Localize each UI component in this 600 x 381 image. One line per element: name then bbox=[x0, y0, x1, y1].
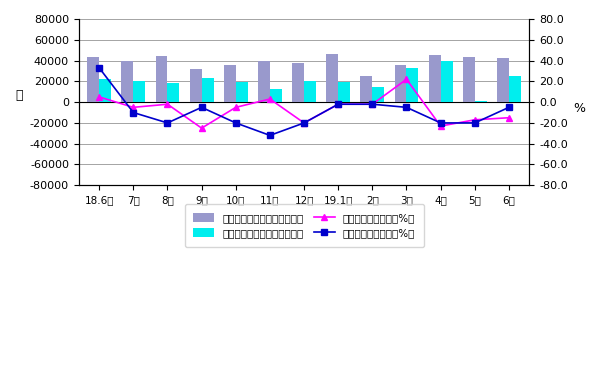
金属切削机床同比（%） bbox=[130, 105, 137, 110]
Bar bbox=[167, 83, 179, 102]
金属成形机床同比（%） bbox=[301, 121, 308, 125]
Y-axis label: 台: 台 bbox=[15, 89, 22, 102]
Bar bbox=[338, 82, 350, 102]
金属切削机床同比（%） bbox=[266, 97, 274, 101]
Bar bbox=[475, 101, 487, 102]
Bar bbox=[361, 76, 373, 102]
Bar bbox=[224, 65, 236, 102]
Bar bbox=[133, 82, 145, 102]
金属切削机床同比（%） bbox=[164, 102, 171, 107]
Bar bbox=[326, 54, 338, 102]
Line: 金属成形机床同比（%）: 金属成形机床同比（%） bbox=[96, 64, 512, 139]
Bar bbox=[202, 78, 214, 102]
Bar bbox=[497, 59, 509, 102]
Bar bbox=[463, 58, 475, 102]
金属切削机床同比（%） bbox=[232, 105, 239, 110]
Bar bbox=[270, 89, 282, 102]
金属切削机床同比（%） bbox=[335, 102, 342, 107]
金属成形机床同比（%） bbox=[95, 66, 103, 70]
金属成形机床同比（%） bbox=[198, 105, 205, 110]
Bar bbox=[406, 68, 418, 102]
Bar bbox=[428, 55, 440, 102]
Bar bbox=[236, 82, 248, 102]
Y-axis label: %: % bbox=[573, 102, 585, 115]
金属切削机床同比（%） bbox=[471, 117, 478, 122]
Bar bbox=[258, 61, 270, 102]
金属成形机床同比（%） bbox=[164, 121, 171, 125]
Bar bbox=[373, 86, 385, 102]
金属成形机床同比（%） bbox=[471, 121, 478, 125]
金属成形机床同比（%） bbox=[403, 105, 410, 110]
金属切削机床同比（%） bbox=[437, 124, 444, 128]
Bar bbox=[87, 58, 99, 102]
Bar bbox=[121, 61, 133, 102]
Bar bbox=[99, 79, 111, 102]
金属成形机床同比（%） bbox=[437, 121, 444, 125]
金属成形机床同比（%） bbox=[232, 121, 239, 125]
Bar bbox=[509, 76, 521, 102]
金属成形机床同比（%） bbox=[505, 105, 512, 110]
金属成形机床同比（%） bbox=[335, 102, 342, 107]
金属切削机床同比（%） bbox=[301, 121, 308, 125]
金属切削机床同比（%） bbox=[505, 115, 512, 120]
金属切削机床同比（%） bbox=[198, 126, 205, 130]
金属成形机床同比（%） bbox=[130, 110, 137, 115]
Bar bbox=[304, 82, 316, 102]
Legend: 金属切削机床月度产量（台）, 金属成形机床月度产量（台）, 金属切削机床同比（%）, 金属成形机床同比（%）: 金属切削机床月度产量（台）, 金属成形机床月度产量（台）, 金属切削机床同比（%… bbox=[185, 204, 424, 247]
Bar bbox=[292, 62, 304, 102]
Bar bbox=[190, 69, 202, 102]
金属切削机床同比（%） bbox=[403, 77, 410, 82]
金属成形机床同比（%） bbox=[266, 133, 274, 138]
Bar bbox=[395, 65, 406, 102]
金属切削机床同比（%） bbox=[95, 94, 103, 99]
Bar bbox=[155, 56, 167, 102]
Bar bbox=[440, 61, 452, 102]
Line: 金属切削机床同比（%）: 金属切削机床同比（%） bbox=[96, 76, 512, 131]
金属切削机床同比（%） bbox=[369, 102, 376, 107]
金属成形机床同比（%） bbox=[369, 102, 376, 107]
